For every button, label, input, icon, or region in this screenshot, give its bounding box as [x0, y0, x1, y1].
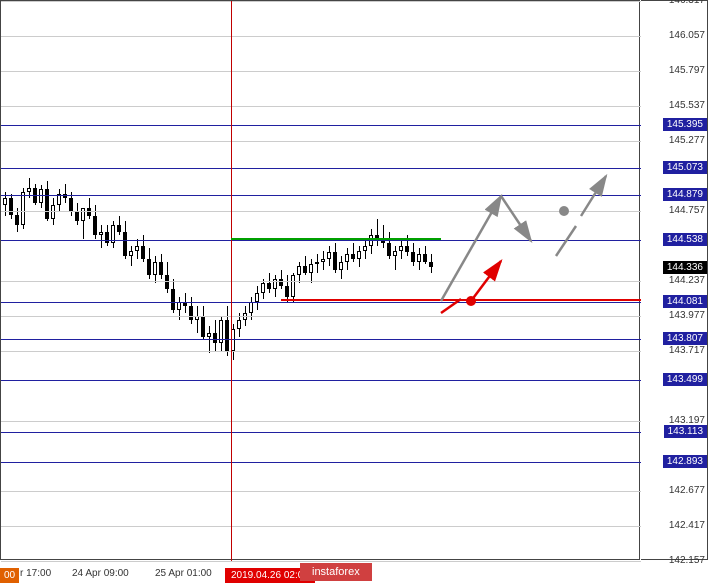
y-tick-label: 143.977	[669, 310, 705, 321]
y-tick-label: 146.317	[669, 0, 705, 6]
price-level-badge: 143.807	[663, 332, 707, 345]
price-level-badge: 145.395	[663, 118, 707, 131]
session-divider-line	[231, 1, 232, 561]
current-price-badge: 144.336	[663, 261, 707, 274]
time-axis: 00r 17:0024 Apr 09:0025 Apr 01:00A2019.0…	[0, 561, 708, 583]
y-tick-label: 144.757	[669, 205, 705, 216]
x-tick-label: 25 Apr 01:00	[155, 568, 212, 579]
price-axis: 146.317 146.057 145.797 145.537 145.277 144.7…	[641, 0, 708, 560]
price-level-badge: 143.499	[663, 373, 707, 386]
time-badge: 00	[0, 568, 19, 583]
price-level-badge: 144.081	[663, 295, 707, 308]
price-level-badge: 144.538	[663, 233, 707, 246]
y-tick-label: 142.677	[669, 485, 705, 496]
y-tick-label: 143.717	[669, 345, 705, 356]
price-level-badge: 143.113	[664, 425, 707, 438]
support-line	[281, 299, 641, 301]
y-tick-label: 146.057	[669, 30, 705, 41]
y-tick-label: 145.537	[669, 100, 705, 111]
y-tick-label: 145.797	[669, 65, 705, 76]
chart-plot-area[interactable]	[0, 0, 640, 560]
price-level-badge: 144.879	[663, 188, 707, 201]
x-tick-label: 24 Apr 09:00	[72, 568, 129, 579]
watermark: instaforex	[300, 563, 372, 581]
price-level-badge: 142.893	[663, 455, 707, 468]
y-tick-label: 145.277	[669, 135, 705, 146]
price-level-badge: 145.073	[663, 161, 707, 174]
y-tick-label: 142.417	[669, 520, 705, 531]
y-tick-label: 144.237	[669, 275, 705, 286]
resistance-line	[231, 238, 441, 240]
x-tick-label: r 17:00	[20, 568, 51, 579]
